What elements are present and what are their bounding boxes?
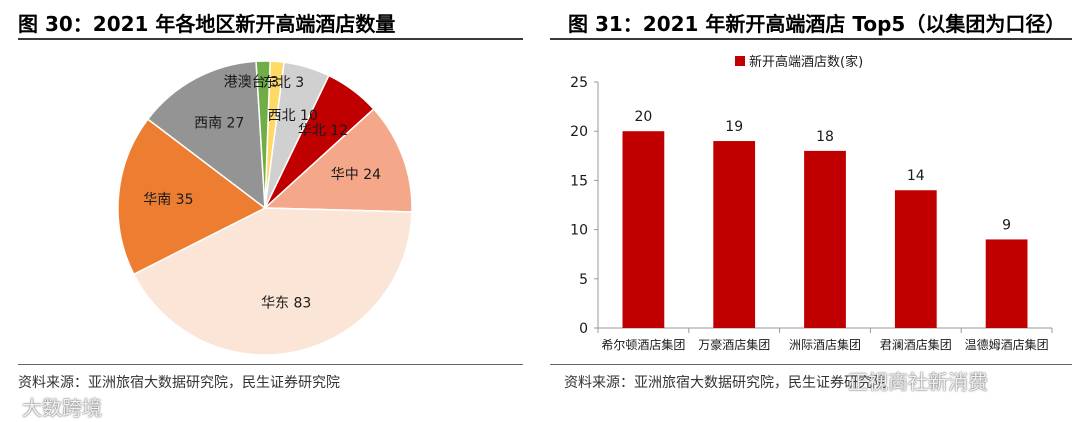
bar-value-label-1: 19 bbox=[725, 119, 743, 135]
bar-value-label-3: 14 bbox=[907, 168, 925, 184]
y-tick-label-4: 20 bbox=[570, 124, 588, 140]
pie-slice-3 bbox=[263, 107, 413, 213]
pie-label-1: 西北 10 bbox=[268, 108, 318, 124]
bar-value-label-0: 20 bbox=[634, 109, 652, 125]
x-category-label-0: 希尔顿酒店集团 bbox=[601, 337, 685, 352]
y-tick-label-2: 10 bbox=[570, 223, 588, 239]
y-tick-label-1: 5 bbox=[579, 272, 588, 288]
bar-2 bbox=[804, 150, 846, 328]
pie-label-0: 东北 3 bbox=[263, 75, 304, 91]
x-category-label-1: 万豪酒店集团 bbox=[698, 337, 770, 352]
pie-label-3: 华中 24 bbox=[331, 167, 381, 183]
bar-3 bbox=[894, 190, 937, 328]
bar-chart-title: 图 31：2021 年新开高端酒店 Top5（以集团为口径） bbox=[568, 12, 1066, 36]
watermark-left: 大数跨境 bbox=[22, 396, 102, 420]
bar-source-rule bbox=[550, 364, 1072, 365]
watermark-right: 正视商社新消费 bbox=[848, 370, 988, 394]
bar-1 bbox=[713, 141, 756, 328]
x-category-label-2: 洲际酒店集团 bbox=[789, 337, 861, 352]
bar-value-label-4: 9 bbox=[1002, 217, 1011, 233]
bar-0 bbox=[622, 131, 665, 328]
y-tick-label-3: 15 bbox=[570, 173, 588, 189]
pie-title-rule bbox=[18, 38, 523, 40]
bar-value-label-2: 18 bbox=[816, 129, 834, 145]
y-tick-label-5: 25 bbox=[570, 75, 588, 91]
pie-source-rule bbox=[18, 364, 523, 365]
pie-label-6: 西南 27 bbox=[194, 115, 244, 131]
legend-label: 新开高端酒店数(家) bbox=[749, 54, 863, 70]
bar-4 bbox=[985, 239, 1028, 328]
y-tick-label-0: 0 bbox=[579, 321, 588, 337]
bar-chart: 新开高端酒店数(家) 0 5 10 15 20 25 20 希尔顿酒店集团 19 万豪酒店集团 18 洲… bbox=[570, 54, 1053, 352]
pie-chart-panel: 图 30：2021 年各地区新开高端酒店数量 东北 3 西北 10 华北 12 华中 … bbox=[0, 0, 530, 422]
x-category-label-4: 温德姆酒店集团 bbox=[965, 337, 1049, 352]
pie-slice-6 bbox=[146, 60, 266, 210]
pie-chart-title: 图 30：2021 年各地区新开高端酒店数量 bbox=[18, 12, 396, 36]
legend-swatch bbox=[735, 56, 745, 66]
bar-chart-source: 资料来源：亚洲旅宿大数据研究院，民生证券研究院 bbox=[564, 375, 886, 391]
pie-slice-4 bbox=[132, 207, 413, 356]
pie-chart-source: 资料来源：亚洲旅宿大数据研究院，民生证券研究院 bbox=[18, 375, 340, 391]
pie-label-4: 华东 83 bbox=[261, 296, 311, 312]
x-category-label-3: 君澜酒店集团 bbox=[880, 337, 952, 352]
pie-slice-7 bbox=[255, 60, 271, 209]
bar-title-rule bbox=[550, 38, 1072, 40]
pie-label-7: 港澳台 3 bbox=[224, 75, 279, 91]
bar-chart-panel: 图 31：2021 年新开高端酒店 Top5（以集团为口径） 新开高端酒店数(家… bbox=[550, 0, 1080, 422]
pie-slice-5 bbox=[117, 118, 267, 276]
pie-label-5: 华南 35 bbox=[143, 192, 193, 208]
pie-label-2: 华北 12 bbox=[298, 123, 348, 139]
